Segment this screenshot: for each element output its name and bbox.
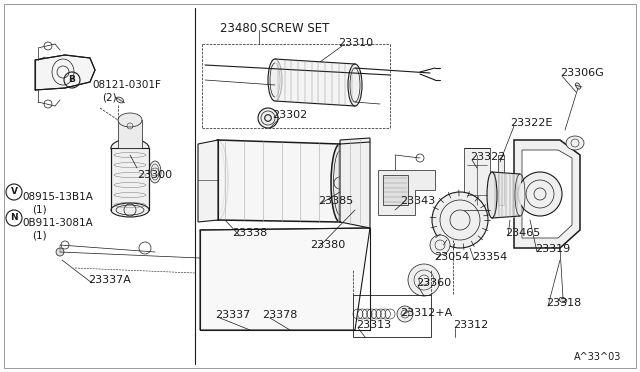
Text: B: B <box>68 76 76 84</box>
Text: 23360: 23360 <box>416 278 451 288</box>
Text: (2): (2) <box>102 93 116 103</box>
Text: 23337: 23337 <box>215 310 250 320</box>
Text: 08915-13B1A: 08915-13B1A <box>22 192 93 202</box>
Text: (1): (1) <box>32 204 47 214</box>
Text: V: V <box>10 187 17 196</box>
Bar <box>353 295 431 337</box>
Ellipse shape <box>268 59 282 101</box>
Text: 23313: 23313 <box>356 320 391 330</box>
Polygon shape <box>198 140 218 222</box>
Polygon shape <box>378 170 435 215</box>
Ellipse shape <box>111 139 149 157</box>
Ellipse shape <box>111 203 149 217</box>
Text: 23338: 23338 <box>232 228 268 238</box>
Bar <box>383 175 408 205</box>
Text: 23322: 23322 <box>470 152 506 162</box>
Text: 0B911-3081A: 0B911-3081A <box>22 218 93 228</box>
Text: (1): (1) <box>32 230 47 240</box>
Text: 23310: 23310 <box>338 38 373 48</box>
Ellipse shape <box>487 172 497 218</box>
Polygon shape <box>498 155 504 205</box>
Circle shape <box>518 172 562 216</box>
Polygon shape <box>514 140 580 248</box>
Text: 23343: 23343 <box>400 196 435 206</box>
Polygon shape <box>464 148 490 210</box>
Text: 23354: 23354 <box>472 252 508 262</box>
Ellipse shape <box>118 113 142 127</box>
Text: 23385: 23385 <box>318 196 353 206</box>
Text: 23302: 23302 <box>272 110 307 120</box>
Text: 23312: 23312 <box>453 320 488 330</box>
Text: 23378: 23378 <box>262 310 298 320</box>
Polygon shape <box>118 120 142 148</box>
Text: 23306G: 23306G <box>560 68 604 78</box>
Circle shape <box>432 192 488 248</box>
Text: N: N <box>10 214 18 222</box>
Ellipse shape <box>208 140 228 220</box>
Text: 23054: 23054 <box>434 252 469 262</box>
Ellipse shape <box>566 136 584 150</box>
Text: 23318: 23318 <box>546 298 581 308</box>
Polygon shape <box>522 150 572 238</box>
Text: A^33^03: A^33^03 <box>574 352 621 362</box>
Text: 23380: 23380 <box>310 240 345 250</box>
Circle shape <box>56 248 64 256</box>
Ellipse shape <box>575 83 580 89</box>
Text: 23465: 23465 <box>505 228 540 238</box>
Text: 23480 SCREW SET: 23480 SCREW SET <box>220 22 330 35</box>
Circle shape <box>397 306 413 322</box>
Ellipse shape <box>258 108 278 128</box>
Polygon shape <box>200 228 370 330</box>
Ellipse shape <box>559 297 567 303</box>
Circle shape <box>408 264 440 296</box>
Polygon shape <box>340 138 370 228</box>
Circle shape <box>430 235 450 255</box>
Ellipse shape <box>348 64 362 106</box>
Polygon shape <box>111 148 149 210</box>
Text: 23322E: 23322E <box>510 118 552 128</box>
Text: 23319: 23319 <box>535 244 570 254</box>
Ellipse shape <box>116 97 124 103</box>
Polygon shape <box>35 55 95 90</box>
Text: 08121-0301F: 08121-0301F <box>92 80 161 90</box>
Ellipse shape <box>331 144 349 222</box>
Ellipse shape <box>149 161 161 183</box>
Text: 23337A: 23337A <box>88 275 131 285</box>
Text: 23312+A: 23312+A <box>400 308 452 318</box>
Text: 23300: 23300 <box>137 170 172 180</box>
